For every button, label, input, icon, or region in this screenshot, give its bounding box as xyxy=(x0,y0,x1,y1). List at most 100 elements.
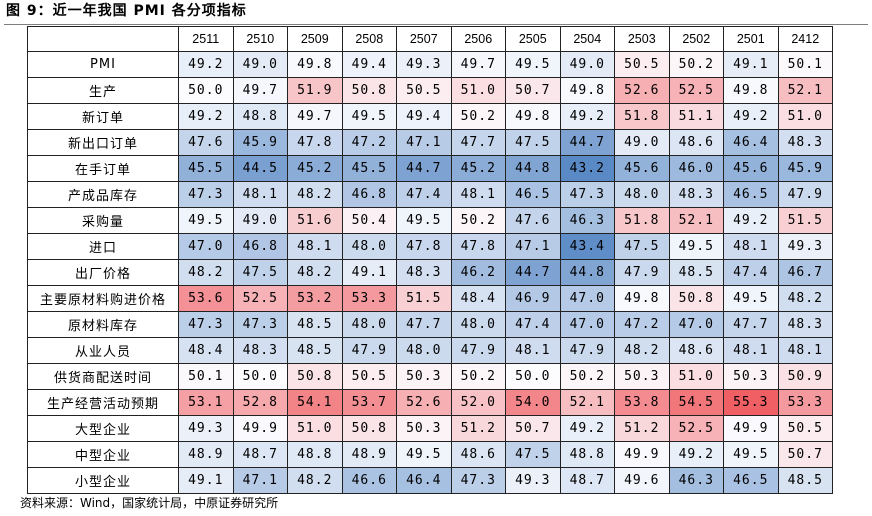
heatmap-cell: 48.0 xyxy=(450,311,506,338)
heatmap-cell: 48.3 xyxy=(777,311,833,338)
heatmap-cell: 49.5 xyxy=(723,285,779,312)
row-label: 生产 xyxy=(27,77,179,104)
heatmap-cell: 45.6 xyxy=(723,155,779,182)
heatmap-cell: 49.2 xyxy=(723,103,779,130)
table-row: 在手订单 45.5 44.5 45.2 45.5 44.7 45.2 44.8 43.2 45.6… xyxy=(27,155,833,182)
column-header: 2511 xyxy=(178,26,234,52)
row-label: 从业人员 xyxy=(27,337,179,364)
heatmap-cell: 50.9 xyxy=(777,363,833,390)
column-header: 2510 xyxy=(232,26,288,52)
heatmap-cell: 50.8 xyxy=(287,363,343,390)
heatmap-cell: 46.7 xyxy=(777,259,833,286)
heatmap-cell: 47.4 xyxy=(723,259,779,286)
table-row: 新订单 49.2 48.8 49.7 49.5 49.4 50.2 49.8 49.2 51.8 5… xyxy=(27,103,833,130)
heatmap-cell: 49.6 xyxy=(614,467,670,494)
heatmap-cell: 47.9 xyxy=(341,337,397,364)
row-label: 进口 xyxy=(27,233,179,260)
heatmap-cell: 48.0 xyxy=(396,337,452,364)
heatmap-cell: 49.8 xyxy=(723,77,779,104)
heatmap-cell: 54.5 xyxy=(668,389,724,416)
heatmap-cell: 48.8 xyxy=(287,441,343,468)
heatmap-cell: 47.3 xyxy=(232,311,288,338)
heatmap-cell: 50.3 xyxy=(396,415,452,442)
heatmap-cell: 50.5 xyxy=(341,363,397,390)
row-label: 中型企业 xyxy=(27,441,179,468)
heatmap-cell: 47.8 xyxy=(396,233,452,260)
heatmap-cell: 47.1 xyxy=(505,233,561,260)
heatmap-cell: 48.1 xyxy=(723,337,779,364)
heatmap-cell: 45.2 xyxy=(287,155,343,182)
heatmap-cell: 44.7 xyxy=(396,155,452,182)
heatmap-cell: 48.3 xyxy=(396,259,452,286)
heatmap-cell: 53.3 xyxy=(341,285,397,312)
table-row: 小型企业 49.1 47.1 48.2 46.6 46.4 47.3 49.3 48.7 49.6… xyxy=(27,467,833,494)
heatmap-cell: 48.2 xyxy=(287,467,343,494)
heatmap-cell: 47.8 xyxy=(287,129,343,156)
heatmap-cell: 48.7 xyxy=(232,441,288,468)
heatmap-cell: 47.5 xyxy=(232,259,288,286)
heatmap-cell: 48.7 xyxy=(559,467,615,494)
heatmap-cell: 49.9 xyxy=(723,415,779,442)
heatmap-cell: 49.3 xyxy=(777,233,833,260)
heatmap-cell: 48.3 xyxy=(668,181,724,208)
heatmap-cell: 48.1 xyxy=(232,181,288,208)
heatmap-cell: 48.2 xyxy=(777,285,833,312)
heatmap-cell: 53.6 xyxy=(178,285,234,312)
source-note: 资料来源：Wind，国家统计局，中原证券研究所 xyxy=(20,496,279,510)
heatmap-cell: 51.8 xyxy=(614,207,670,234)
heatmap-cell: 49.0 xyxy=(559,51,615,78)
heatmap-cell: 44.5 xyxy=(232,155,288,182)
heatmap-cell: 52.1 xyxy=(668,207,724,234)
heatmap-cell: 46.9 xyxy=(505,285,561,312)
heatmap-cell: 52.0 xyxy=(450,389,506,416)
table-row: 从业人员 48.4 48.3 48.5 47.9 48.0 47.9 48.1 47.9 48.2… xyxy=(27,337,833,364)
heatmap-cell: 52.1 xyxy=(559,389,615,416)
column-header: 2508 xyxy=(341,26,397,52)
heatmap-cell: 48.0 xyxy=(614,181,670,208)
heatmap-cell: 49.0 xyxy=(232,51,288,78)
heatmap-cell: 46.5 xyxy=(723,181,779,208)
heatmap-cell: 50.0 xyxy=(232,363,288,390)
heatmap-cell: 49.0 xyxy=(614,129,670,156)
heatmap-cell: 50.8 xyxy=(668,285,724,312)
heatmap-cell: 48.4 xyxy=(178,337,234,364)
heatmap-cell: 47.8 xyxy=(450,233,506,260)
heatmap-cell: 48.2 xyxy=(614,337,670,364)
heatmap-cell: 51.2 xyxy=(450,415,506,442)
heatmap-cell: 48.3 xyxy=(232,337,288,364)
heatmap-cell: 50.8 xyxy=(341,415,397,442)
heatmap-cell: 51.0 xyxy=(450,77,506,104)
heatmap-cell: 49.0 xyxy=(232,207,288,234)
heatmap-cell: 49.7 xyxy=(232,77,288,104)
heatmap-cell: 47.0 xyxy=(178,233,234,260)
heatmap-cell: 47.0 xyxy=(668,311,724,338)
heatmap-cell: 46.5 xyxy=(723,467,779,494)
heatmap-cell: 48.5 xyxy=(777,467,833,494)
heatmap-cell: 49.7 xyxy=(450,51,506,78)
heatmap-cell: 49.3 xyxy=(505,467,561,494)
heatmap-cell: 46.8 xyxy=(232,233,288,260)
column-header: 2509 xyxy=(287,26,343,52)
heatmap-cell: 50.0 xyxy=(505,363,561,390)
heatmap-cell: 49.5 xyxy=(668,233,724,260)
heatmap-cell: 49.8 xyxy=(614,285,670,312)
heatmap-cell: 47.3 xyxy=(559,181,615,208)
row-label: 生产经营活动预期 xyxy=(27,389,179,416)
heatmap-cell: 47.2 xyxy=(341,129,397,156)
table-row: 供货商配送时间 50.1 50.0 50.8 50.5 50.3 50.2 50.0 50.2 5… xyxy=(27,363,833,390)
row-label: 小型企业 xyxy=(27,467,179,494)
heatmap-cell: 50.0 xyxy=(178,77,234,104)
heatmap-cell: 45.5 xyxy=(178,155,234,182)
heatmap-cell: 49.5 xyxy=(723,441,779,468)
heatmap-cell: 46.4 xyxy=(723,129,779,156)
row-label: 供货商配送时间 xyxy=(27,363,179,390)
heatmap-cell: 47.9 xyxy=(614,259,670,286)
heatmap-cell: 46.3 xyxy=(559,207,615,234)
heatmap-cell: 51.1 xyxy=(668,103,724,130)
heatmap-cell: 49.5 xyxy=(505,51,561,78)
heatmap-cell: 48.9 xyxy=(178,441,234,468)
heatmap-cell: 50.3 xyxy=(723,363,779,390)
heatmap-cell: 53.1 xyxy=(178,389,234,416)
heatmap-cell: 47.0 xyxy=(559,285,615,312)
heatmap-cell: 48.2 xyxy=(287,259,343,286)
